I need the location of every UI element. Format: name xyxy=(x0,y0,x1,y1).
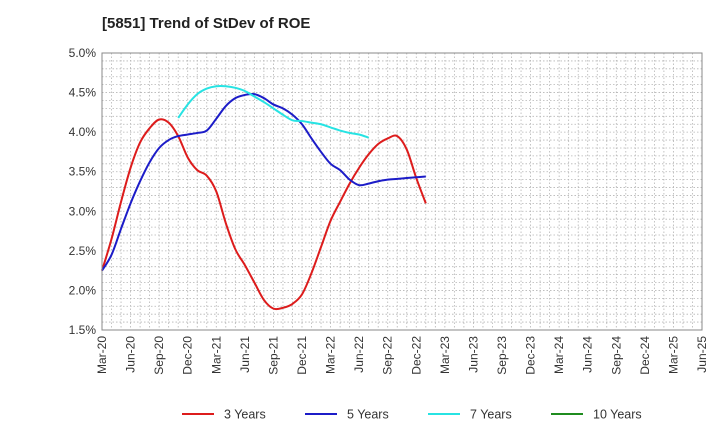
x-tick-label: Sep-21 xyxy=(266,336,280,375)
legend-label: 5 Years xyxy=(347,408,389,422)
x-tick-label: Dec-22 xyxy=(409,336,423,375)
x-tick-label: Sep-24 xyxy=(609,336,623,375)
y-tick-label: 4.0% xyxy=(69,125,97,139)
plot-border xyxy=(101,52,703,331)
x-tick-label: Jun-24 xyxy=(581,336,595,373)
x-tick-label: Mar-21 xyxy=(209,336,223,374)
x-tick-label: Dec-23 xyxy=(524,336,538,375)
y-tick-label: 5.0% xyxy=(69,46,97,60)
y-tick-label: 3.0% xyxy=(69,204,97,218)
series-layer xyxy=(101,84,427,311)
x-tick-label: Dec-24 xyxy=(638,336,652,375)
y-axis-ticks: 1.5% 2.0% 2.5% 3.0% 3.5% 4.0% 4.5% 5.0% xyxy=(69,46,97,337)
grid-layer xyxy=(102,53,702,330)
y-tick-label: 2.5% xyxy=(69,244,97,258)
series-line-3 xyxy=(177,84,369,139)
legend-label: 10 Years xyxy=(593,408,642,422)
x-tick-label: Dec-21 xyxy=(295,336,309,375)
x-tick-label: Mar-23 xyxy=(438,336,452,374)
x-tick-label: Sep-22 xyxy=(381,336,395,375)
legend-label: 7 Years xyxy=(470,408,512,422)
x-tick-label: Mar-22 xyxy=(324,336,338,374)
y-tick-label: 4.5% xyxy=(69,86,97,100)
x-tick-label: Dec-20 xyxy=(181,336,195,375)
x-tick-label: Mar-20 xyxy=(95,336,109,374)
y-tick-label: 3.5% xyxy=(69,165,97,179)
legend-label: 3 Years xyxy=(224,408,266,422)
x-tick-label: Jun-21 xyxy=(238,336,252,373)
legend: 3 Years 5 Years 7 Years 10 Years xyxy=(182,408,642,422)
y-tick-label: 2.0% xyxy=(69,283,97,297)
chart-title: [5851] Trend of StDev of ROE xyxy=(102,15,311,32)
x-tick-label: Mar-24 xyxy=(552,336,566,374)
x-tick-label: Sep-20 xyxy=(152,336,166,375)
y-tick-label: 1.5% xyxy=(69,323,97,337)
x-tick-label: Sep-23 xyxy=(495,336,509,375)
x-tick-label: Mar-25 xyxy=(666,336,680,374)
x-axis-ticks: Mar-20 Jun-20 Sep-20 Dec-20 Mar-21 Jun-21 Sep-… xyxy=(95,336,709,375)
x-tick-label: Jun-23 xyxy=(466,336,480,373)
plot-area xyxy=(102,53,702,330)
series-line-2 xyxy=(101,92,426,272)
series-line-1 xyxy=(101,118,427,311)
x-tick-label: Jun-22 xyxy=(352,336,366,373)
x-tick-label: Jun-20 xyxy=(124,336,138,373)
x-tick-label: Jun-25 xyxy=(695,336,709,373)
